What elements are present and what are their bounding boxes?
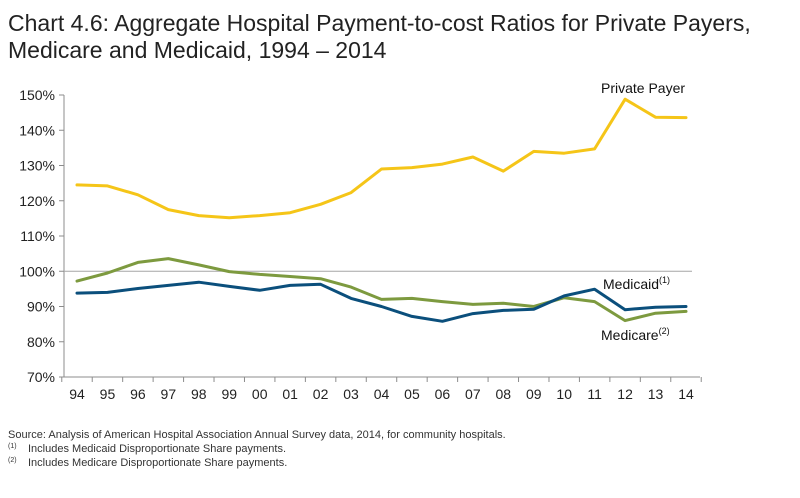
series-labels: Private Payer Medicare(2) Medicaid(1): [601, 80, 685, 343]
x-axis: 94 95 96 97 98 99 00 01 02 03 04 05 06 07 08 09 10 11 12 13…: [61, 376, 702, 402]
y-tick-label: 90%: [27, 299, 55, 315]
line-chart: 70% 80% 90% 100% 110% 120% 130% 140% 150% 94 95 96…: [19, 80, 702, 402]
x-tick-label: 09: [526, 386, 542, 402]
x-tick-label: 00: [252, 386, 268, 402]
x-tick-label: 03: [343, 386, 359, 402]
series-lines: [75, 97, 688, 323]
series-label-superscript: (1): [659, 275, 670, 285]
y-tick-label: 100%: [19, 263, 55, 279]
series-label-text: Private Payer: [601, 80, 685, 96]
footnote-2-text: Includes Medicare Disproportionate Share…: [28, 457, 288, 469]
x-tick-label: 96: [130, 386, 146, 402]
x-tick-label: 12: [617, 386, 633, 402]
y-tick-label: 140%: [19, 122, 55, 138]
series-line-private-payer: [75, 97, 688, 220]
x-tick-label: 06: [435, 386, 451, 402]
x-tick-label: 08: [496, 386, 512, 402]
series-label-superscript: (2): [659, 326, 670, 336]
y-tick-label: 120%: [19, 193, 55, 209]
x-tick-label: 97: [161, 386, 177, 402]
footnote-1: (1) Includes Medicaid Disproportionate Sh…: [8, 442, 506, 456]
footnote-1-text: Includes Medicaid Disproportionate Share…: [28, 443, 287, 455]
chart-title-line-1: Chart 4.6: Aggregate Hospital Payment-to…: [8, 10, 751, 36]
x-tick-label: 11: [587, 386, 602, 402]
y-tick-label: 70%: [27, 369, 55, 385]
series-label-private-payer: Private Payer: [601, 80, 685, 96]
x-tick-label: 04: [374, 386, 390, 402]
footnote-2-marker: (2): [8, 457, 17, 464]
series-label-text: Medicaid: [603, 276, 659, 292]
y-tick-label: 130%: [19, 158, 55, 174]
x-tick-label: 01: [282, 386, 298, 402]
y-tick-label: 110%: [20, 228, 55, 244]
x-tick-label: 95: [100, 386, 116, 402]
x-tick-label: 99: [221, 386, 237, 402]
series-label-text: Medicare: [601, 327, 659, 343]
x-tick-label: 14: [678, 386, 694, 402]
chart-title: Chart 4.6: Aggregate Hospital Payment-to…: [8, 10, 798, 64]
series-label-medicare: Medicare(2): [601, 326, 670, 343]
y-tick-label: 80%: [27, 334, 55, 350]
x-tick-label: 98: [191, 386, 207, 402]
series-label-medicaid: Medicaid(1): [603, 275, 670, 292]
series-line-medicaid: [75, 280, 688, 323]
chart-title-line-2: Medicare and Medicaid, 1994 – 2014: [8, 37, 387, 63]
footnote-2: (2) Includes Medicare Disproportionate Sh…: [8, 456, 506, 470]
series-line-medicare: [75, 257, 688, 323]
chart-notes: Source: Analysis of American Hospital As…: [8, 428, 506, 470]
x-tick-label: 13: [648, 386, 664, 402]
x-tick-label: 07: [465, 386, 481, 402]
y-axis: 70% 80% 90% 100% 110% 120% 130% 140% 150%: [19, 87, 692, 385]
x-tick-label: 02: [313, 386, 329, 402]
x-tick-label: 10: [556, 386, 572, 402]
source-note: Source: Analysis of American Hospital As…: [8, 429, 506, 441]
y-tick-label: 150%: [19, 87, 55, 103]
footnote-1-marker: (1): [8, 443, 17, 450]
x-tick-label: 05: [404, 386, 420, 402]
x-tick-label: 94: [69, 386, 85, 402]
